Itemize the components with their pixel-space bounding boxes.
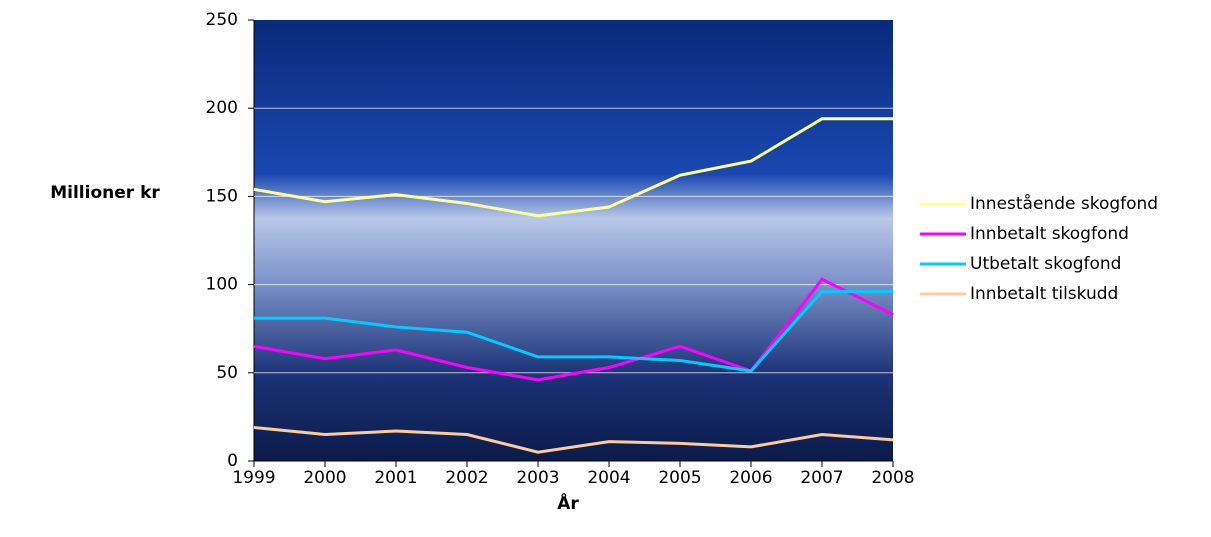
x-tick-label: 2004 — [587, 468, 630, 488]
y-tick-label: 100 — [206, 275, 238, 295]
x-tick-label: 2003 — [516, 468, 559, 488]
series-line — [254, 290, 893, 373]
legend-label: Innbetalt skogfond — [970, 224, 1129, 244]
y-tick-label: 250 — [206, 10, 238, 30]
series-line — [253, 425, 894, 454]
series-line — [253, 117, 893, 218]
y-tick-label: 150 — [206, 186, 238, 206]
y-tick-label: 200 — [206, 98, 238, 118]
legend-label: Utbetalt skogfond — [970, 254, 1121, 274]
x-tick-label: 2007 — [800, 468, 843, 488]
x-tick-label: 2001 — [374, 468, 417, 488]
x-axis-label: År — [557, 491, 579, 514]
legend-label: Innestående skogfond — [970, 193, 1158, 214]
x-tick-label: 2005 — [658, 468, 701, 488]
series-line — [253, 277, 894, 382]
x-tick-label: 2008 — [871, 468, 914, 488]
y-tick-label: 50 — [216, 363, 238, 383]
y-tick-label: 0 — [227, 451, 238, 471]
x-tick-label: 2000 — [303, 468, 346, 488]
legend-label: Innbetalt tilskudd — [970, 284, 1118, 304]
x-tick-label: 1999 — [232, 468, 275, 488]
y-axis-label: Millioner kr — [50, 183, 160, 203]
x-tick-label: 2006 — [729, 468, 772, 488]
plot-background — [254, 20, 893, 461]
x-tick-label: 2002 — [445, 468, 488, 488]
